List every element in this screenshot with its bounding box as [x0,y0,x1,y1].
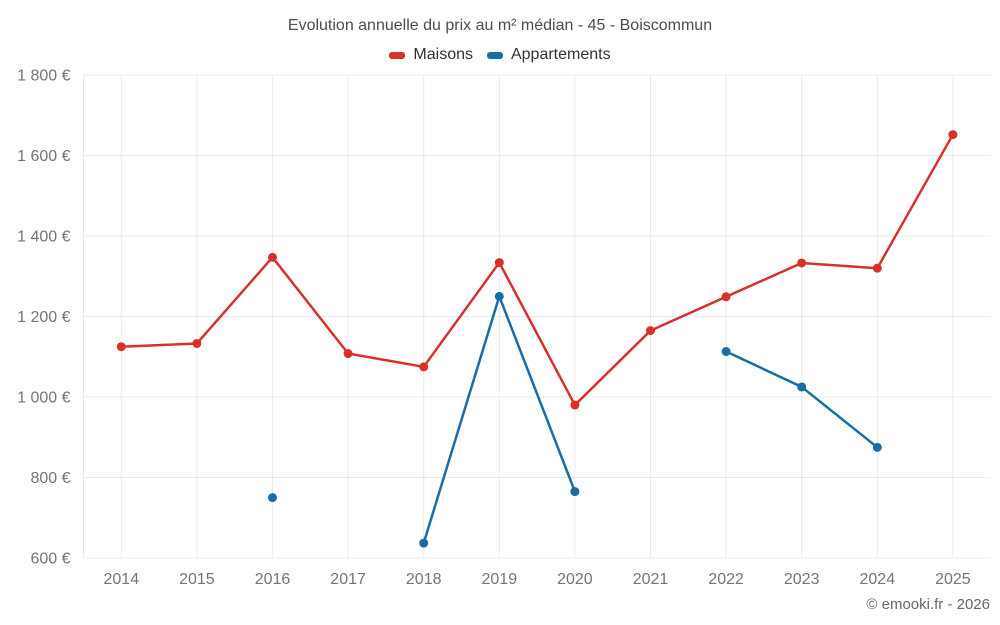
appartements-series-swatch-icon [486,51,503,59]
x-tick-label: 2017 [330,571,366,588]
legend-label-maisons: Maisons [413,46,473,63]
y-tick-label: 1 600 € [17,148,70,165]
x-tick-label: 2014 [104,571,140,588]
x-tick-label: 2022 [708,571,744,588]
chart-title: Evolution annuelle du prix au m² médian … [287,17,713,34]
x-tick-label: 2018 [406,571,442,588]
x-tick-label: 2015 [179,571,215,588]
maisons-point-2014[interactable] [116,342,126,352]
x-tick-label: 2020 [557,571,593,588]
maisons-point-2016[interactable] [268,252,277,262]
x-tick-label: 2025 [935,571,971,588]
x-tick-label: 2019 [482,571,518,588]
maisons-point-2017[interactable] [343,349,353,359]
maisons-point-2023[interactable] [797,258,807,268]
maisons-point-2018[interactable] [419,362,429,372]
legend-item-appartements[interactable]: Appartements [486,46,611,64]
legend-item-maisons[interactable]: Maisons [389,46,473,64]
x-tick-label: 2016 [255,571,291,588]
y-tick-label: 1 000 € [17,390,70,407]
y-tick-label: 1 800 € [17,68,70,85]
legend-label-appartements: Appartements [510,46,611,63]
appartements-point-2024[interactable] [872,442,882,452]
x-tick-label: 2023 [784,571,820,588]
watermark: © emooki.fr - 2026 [866,596,990,613]
y-tick-label: 1 400 € [17,229,70,246]
y-tick-label: 800 € [30,470,70,487]
maisons-point-2022[interactable] [721,292,731,302]
maisons-point-2021[interactable] [646,326,655,336]
x-tick-label: 2024 [860,571,896,588]
appartements-point-2016[interactable] [268,493,277,503]
appartements-point-2020[interactable] [570,487,580,497]
maisons-point-2020[interactable] [570,400,580,410]
maisons-series-swatch-icon [389,51,406,59]
y-tick-label: 1 200 € [17,309,70,326]
appartements-point-2022[interactable] [721,347,731,357]
y-tick-label: 600 € [30,551,70,568]
x-tick-label: 2021 [633,571,669,588]
appartements-point-2019[interactable] [494,291,504,301]
maisons-point-2025[interactable] [948,130,958,140]
legend: Maisons Appartements [0,46,1000,64]
appartements-point-2023[interactable] [797,382,807,392]
maisons-point-2024[interactable] [872,263,882,273]
appartements-point-2018[interactable] [419,538,429,548]
maisons-point-2015[interactable] [192,338,202,348]
maisons-point-2019[interactable] [494,258,504,268]
maisons-line [120,133,955,407]
